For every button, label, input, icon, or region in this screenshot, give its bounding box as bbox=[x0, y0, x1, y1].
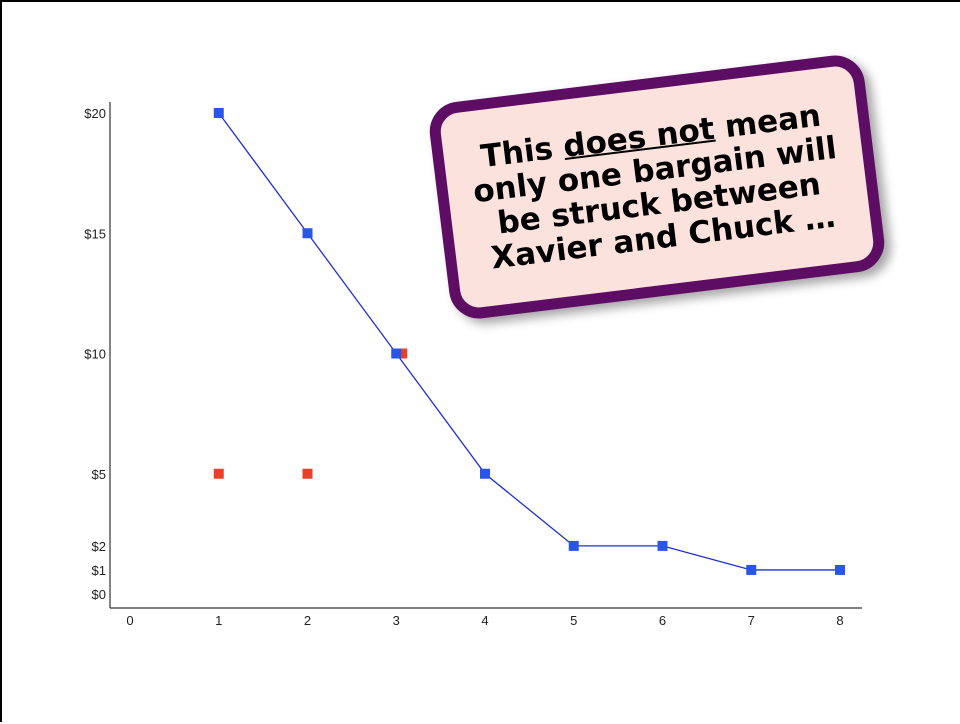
series-line bbox=[218, 112, 840, 571]
x-tick-label: 2 bbox=[304, 613, 311, 628]
y-tick-label: $20 bbox=[84, 106, 106, 121]
data-point bbox=[657, 540, 668, 551]
x-tick-label: 3 bbox=[393, 613, 400, 628]
data-point bbox=[302, 228, 313, 239]
y-tick-label: $0 bbox=[92, 587, 106, 602]
data-point bbox=[480, 468, 490, 479]
data-point bbox=[835, 564, 845, 575]
x-tick-labels: 0 1 2 3 4 5 6 7 8 bbox=[126, 613, 843, 628]
y-tick-label: $5 bbox=[92, 467, 106, 482]
x-tick-label: 1 bbox=[215, 613, 222, 628]
x-tick-label: 0 bbox=[126, 613, 133, 628]
x-tick-label: 7 bbox=[748, 613, 755, 628]
series-points bbox=[213, 108, 845, 575]
x-tick-label: 4 bbox=[481, 613, 488, 628]
data-point bbox=[391, 348, 402, 359]
y-tick-label: $15 bbox=[84, 226, 106, 241]
data-point bbox=[302, 468, 313, 479]
axes bbox=[109, 102, 862, 609]
y-tick-label: $1 bbox=[92, 563, 106, 578]
y-tick-label: $10 bbox=[84, 347, 106, 362]
data-point bbox=[746, 564, 757, 575]
x-tick-label: 8 bbox=[836, 613, 843, 628]
data-point bbox=[213, 468, 224, 479]
y-tick-label: $2 bbox=[92, 539, 106, 554]
x-tick-label: 6 bbox=[659, 613, 666, 628]
callout-text: This does not mean only one bargain will… bbox=[442, 94, 871, 280]
data-point bbox=[397, 348, 408, 359]
data-point bbox=[568, 540, 579, 551]
y-tick-labels: $0 $1 $2 $5 $10 $15 $20 bbox=[84, 106, 106, 602]
x-tick-label: 5 bbox=[570, 613, 577, 628]
data-point bbox=[213, 108, 224, 118]
series-lines bbox=[218, 112, 840, 571]
